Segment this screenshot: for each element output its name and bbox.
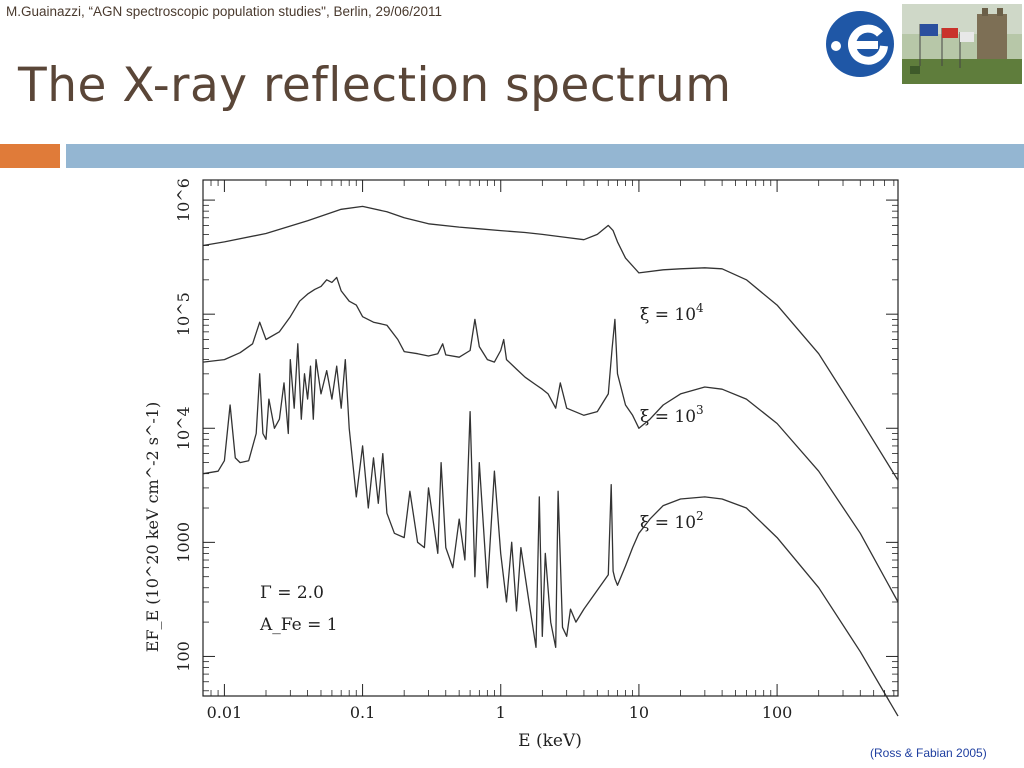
annotation-gamma: Γ = 2.0 bbox=[260, 583, 324, 603]
credit-citation: (Ross & Fabian 2005) bbox=[870, 746, 987, 760]
plot-frame bbox=[202, 179, 899, 697]
series-label-2: ξ = 102 bbox=[640, 509, 704, 533]
x-tick-label: 10 bbox=[629, 703, 649, 722]
x-axis-label: E (keV) bbox=[518, 731, 582, 751]
x-tick-label: 0.1 bbox=[350, 703, 375, 722]
y-tick-label: 10^6 bbox=[174, 178, 193, 222]
y-tick-label: 100 bbox=[174, 641, 193, 672]
y-tick-label: 10^5 bbox=[174, 292, 193, 336]
reflection-spectrum-chart: 0.01 0.1 1 10 100 100 1000 10^4 10^5 10^6 E (keV)… bbox=[143, 178, 899, 751]
x-tick-label: 0.01 bbox=[207, 703, 243, 722]
accent-bar-orange bbox=[0, 144, 60, 168]
annotation-afe: A_Fe = 1 bbox=[259, 615, 338, 635]
slide-title: The X-ray reflection spectrum bbox=[18, 58, 732, 113]
esa-logo-icon bbox=[826, 11, 894, 77]
series-xi-1e4-line bbox=[202, 205, 899, 481]
series-label-1: ξ = 103 bbox=[640, 403, 704, 427]
y-tick-label: 10^4 bbox=[174, 406, 193, 450]
series-xi-1e3-line bbox=[202, 276, 899, 603]
accent-bar-blue bbox=[66, 144, 1024, 168]
x-tick-label: 1 bbox=[496, 703, 506, 722]
y-axis-label: EF_E (10^20 keV cm^-2 s^-1) bbox=[143, 402, 162, 652]
series-xi-1e2-line bbox=[202, 343, 899, 717]
series-label-0: ξ = 104 bbox=[640, 301, 704, 325]
x-tick-label: 100 bbox=[762, 703, 793, 722]
header-note: M.Guainazzi, “AGN spectroscopic populati… bbox=[6, 4, 443, 19]
y-tick-label: 1000 bbox=[174, 522, 193, 563]
photo-flags-castle-icon bbox=[902, 4, 1022, 84]
